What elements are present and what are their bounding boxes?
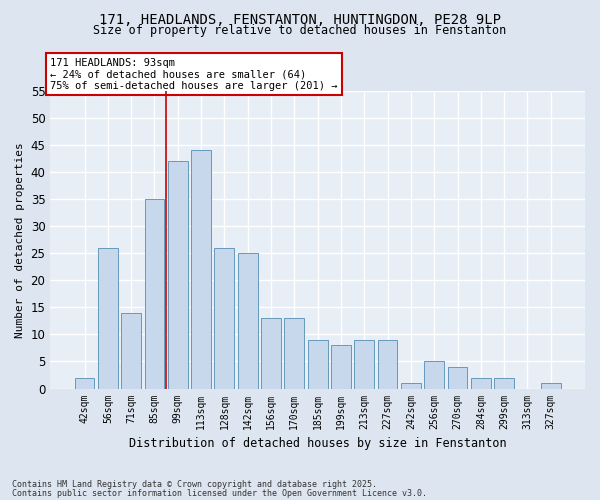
Text: Size of property relative to detached houses in Fenstanton: Size of property relative to detached ho… (94, 24, 506, 37)
Bar (168, 161, 188, 388)
Bar (74, 378, 94, 388)
Bar (121, 312, 141, 388)
Text: Contains public sector information licensed under the Open Government Licence v3: Contains public sector information licen… (12, 489, 427, 498)
Text: 171, HEADLANDS, FENSTANTON, HUNTINGDON, PE28 9LP: 171, HEADLANDS, FENSTANTON, HUNTINGDON, … (99, 12, 501, 26)
X-axis label: Distribution of detached houses by size in Fenstanton: Distribution of detached houses by size … (129, 437, 506, 450)
Bar (145, 199, 164, 388)
Bar (98, 248, 118, 388)
Bar (448, 367, 467, 388)
Bar (494, 378, 514, 388)
Bar (401, 383, 421, 388)
Bar (261, 318, 281, 388)
Bar (308, 340, 328, 388)
Y-axis label: Number of detached properties: Number of detached properties (15, 142, 25, 338)
Text: Contains HM Land Registry data © Crown copyright and database right 2025.: Contains HM Land Registry data © Crown c… (12, 480, 377, 489)
Bar (355, 340, 374, 388)
Bar (238, 253, 257, 388)
Bar (331, 345, 351, 389)
Bar (191, 150, 211, 388)
Text: 171 HEADLANDS: 93sqm
← 24% of detached houses are smaller (64)
75% of semi-detac: 171 HEADLANDS: 93sqm ← 24% of detached h… (50, 58, 338, 90)
Bar (471, 378, 491, 388)
Bar (541, 383, 560, 388)
Bar (214, 248, 234, 388)
Bar (424, 362, 444, 388)
Bar (284, 318, 304, 388)
Bar (377, 340, 397, 388)
